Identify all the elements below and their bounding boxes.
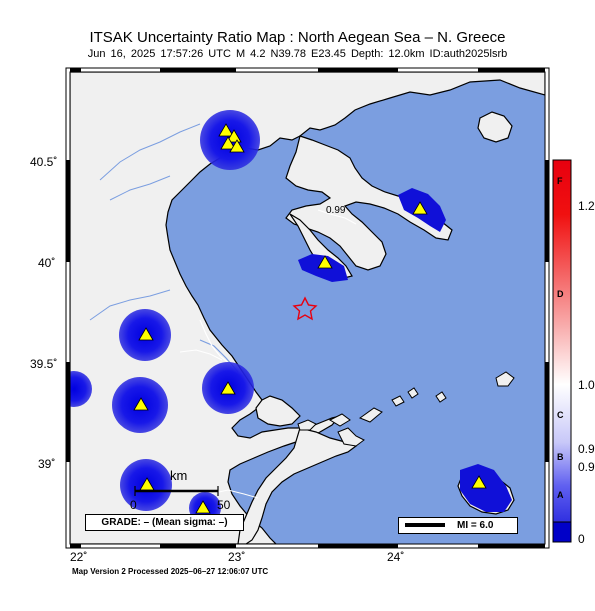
triangle-icon — [226, 129, 242, 143]
scale-bar-unit: km — [170, 468, 187, 483]
map-border — [65, 67, 550, 549]
island-small-2 — [407, 387, 419, 399]
colorbar — [552, 159, 572, 523]
island-lemnos — [495, 371, 515, 387]
lat-label: 39.5˚ — [30, 357, 58, 371]
river — [99, 123, 201, 181]
colorbar-value: 0 — [578, 532, 585, 546]
triangle-icon — [220, 136, 236, 150]
contour-line — [317, 209, 357, 225]
euboea — [237, 427, 358, 544]
contour-line — [179, 349, 223, 361]
mainland — [70, 72, 545, 544]
grade-box: GRADE: – (Mean sigma: –) — [85, 514, 244, 531]
thasos — [477, 111, 513, 143]
colorbar-letter: F — [557, 176, 563, 186]
lon-label: 22˚ — [70, 550, 88, 564]
scale-bar-end: 50 — [217, 498, 231, 512]
uncertainty-area — [70, 371, 92, 407]
triangle-icon — [220, 381, 236, 395]
lat-label: 40˚ — [38, 256, 56, 270]
colorbar-letter: D — [557, 289, 564, 299]
stations — [133, 123, 487, 514]
colorbar-value: 1.2 — [578, 199, 595, 213]
pelion — [255, 395, 301, 427]
chalkidiki — [285, 135, 453, 271]
map-frame-ticks — [66, 68, 549, 548]
triangle-icon — [229, 139, 245, 153]
island-agios-efstratios — [435, 391, 447, 403]
island-small-1 — [391, 395, 405, 407]
colorbar-bottom-swatch — [552, 521, 572, 543]
triangle-icon — [195, 500, 211, 514]
island-skiathos — [297, 419, 317, 431]
map-subtitle: Jun 16, 2025 17:57:26 UTC M 4.2 N39.78 E… — [87, 48, 508, 60]
contour-label: 0.99 — [326, 205, 346, 216]
triangle-icon — [138, 327, 154, 341]
island-alonissos — [358, 407, 383, 423]
map-inner-border — [69, 71, 546, 545]
island-skopelos — [328, 413, 351, 427]
colorbar-value: 0.9 — [578, 460, 595, 474]
mi-legend: MI = 6.0 — [398, 517, 518, 534]
triangle-icon — [412, 201, 428, 215]
triangle-icon — [471, 475, 487, 489]
lat-label: 40.5˚ — [30, 155, 58, 169]
star-icon — [292, 296, 318, 321]
triangle-icon — [317, 255, 333, 269]
mi-legend-bar — [405, 523, 445, 527]
colorbar-letter: C — [557, 410, 564, 420]
colorbar-value: 1.0 — [578, 378, 595, 392]
triangle-icon — [133, 397, 149, 411]
scale-bar-start: 0 — [130, 498, 137, 512]
river — [89, 289, 171, 321]
footer-text: Map Version 2 Processed 2025–06–27 12:06… — [72, 567, 269, 576]
lon-label: 23˚ — [228, 550, 246, 564]
island-skyros — [337, 427, 365, 447]
contour-line — [209, 489, 259, 499]
colorbar-letter: A — [557, 490, 564, 500]
triangle-icon — [218, 123, 234, 137]
mi-legend-label: MI = 6.0 — [457, 520, 494, 531]
map-title: ITSAK Uncertainty Ratio Map : North Aege… — [89, 29, 506, 46]
lon-label: 24˚ — [387, 550, 405, 564]
river — [109, 175, 171, 201]
colorbar-letter: B — [557, 452, 564, 462]
lat-label: 39˚ — [38, 457, 56, 471]
colorbar-value: 0.9 — [578, 442, 595, 456]
